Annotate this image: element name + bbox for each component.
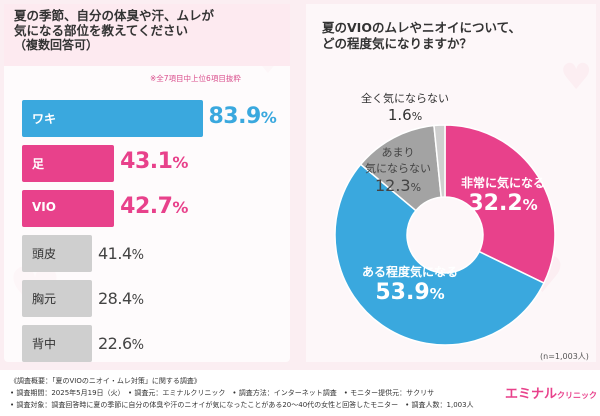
donut-value-label: 1.6%	[330, 106, 480, 124]
donut-category-label: ある程度気になる	[361, 265, 458, 279]
donut-slice	[444, 124, 556, 285]
donut-category-label: あまり	[381, 146, 415, 159]
brand-suffix: クリニック	[557, 391, 598, 400]
right-question: 夏のVIOのムレやニオイについて、 どの程度気になりますか？	[322, 20, 592, 52]
bar-category-label: 胸元	[32, 292, 57, 306]
bar	[22, 100, 203, 137]
bar-value-number: 83.9	[208, 104, 262, 129]
bar-row: ワキ 83.9%	[22, 100, 292, 137]
donut-category-label: 非常に気になる	[460, 176, 545, 190]
bar-category-label: 頭皮	[32, 247, 57, 261]
bar-row: 胸元 28.4%	[22, 280, 292, 317]
bar-value-number: 28.4	[98, 289, 132, 308]
bar-row: VIO 42.7%	[22, 190, 292, 227]
bar-value-unit: %	[172, 198, 188, 217]
right-question-line1: 夏のVIOのムレやニオイについて、	[322, 20, 521, 35]
left-header-band	[4, 4, 290, 66]
donut-value-number: 1.6	[387, 106, 412, 124]
bar-value-number: 22.6	[98, 334, 132, 353]
bar-value-label: 41.4%	[98, 244, 144, 263]
footer	[0, 370, 600, 416]
donut-value-number: 32.2	[468, 191, 523, 216]
donut-slice	[433, 124, 446, 199]
donut-label: 全く気にならない 1.6%	[330, 90, 480, 124]
brand-name: エミナル	[505, 387, 558, 402]
donut-value-unit: %	[522, 196, 538, 214]
bar-value-label: 43.1%	[120, 149, 188, 174]
donut-value-unit: %	[411, 110, 423, 123]
bar-value-unit: %	[131, 248, 144, 263]
donut-slice	[334, 163, 545, 346]
bar-value-label: 83.9%	[209, 104, 277, 129]
donut-category-label: 全く気にならない	[361, 92, 449, 105]
donut-value-number: 53.9	[375, 280, 430, 305]
bar-row: 背中 22.6%	[22, 325, 292, 362]
bar	[22, 325, 92, 362]
footer-line2: • 調査期間：2025年5月19日（火） • 調査元：エミナルクリニック • 調…	[10, 389, 435, 397]
bar	[22, 190, 115, 227]
bar-value-label: 22.6%	[98, 334, 144, 353]
brand-logo: エミナルクリニック	[505, 383, 597, 402]
donut-value-unit: %	[429, 285, 445, 303]
right-question-line2: どの程度気になりますか？	[322, 36, 473, 51]
bar-category-label: 足	[32, 157, 45, 171]
left-question-line1: 夏の季節、自分の体臭や汗、ムレが	[14, 8, 215, 23]
bar-value-unit: %	[131, 338, 144, 353]
donut-value-number: 12.3	[374, 176, 411, 195]
bar-value-number: 43.1	[120, 149, 173, 174]
bar	[22, 280, 92, 317]
donut-value-label: 32.2%	[448, 191, 558, 216]
bar-row: 足 43.1%	[22, 145, 292, 182]
bar	[22, 235, 92, 272]
donut-value-label: 12.3%	[346, 176, 450, 195]
bar-value-label: 28.4%	[98, 289, 144, 308]
donut-label: あまり気にならない 12.3%	[346, 144, 450, 195]
sample-size-note: (n=1,003人)	[540, 352, 589, 361]
bar-value-number: 41.4	[98, 244, 132, 263]
bar-value-unit: %	[172, 153, 188, 172]
bar-value-label: 42.7%	[120, 194, 188, 219]
donut-chart	[334, 124, 556, 346]
donut-value-unit: %	[410, 181, 422, 194]
left-question-line2: 気になる部位を教えてください	[14, 23, 189, 38]
bar-value-unit: %	[260, 108, 277, 127]
bar-value-unit: %	[131, 293, 144, 308]
left-note: ※全7項目中上位6項目抜粋	[150, 74, 241, 83]
donut-value-label: 53.9%	[340, 280, 480, 305]
donut-label: ある程度気になる 53.9%	[340, 263, 480, 305]
left-question: 夏の季節、自分の体臭や汗、ムレが 気になる部位を教えてください （複数回答可）	[14, 8, 286, 53]
footer-line1: 《調査概要：「夏のVIOのニオイ・ムレ対策」に関する調査》	[10, 377, 201, 385]
donut-category-label: 気にならない	[365, 162, 431, 175]
bar-value-number: 42.7	[120, 194, 173, 219]
bar-category-label: VIO	[32, 200, 56, 214]
bar-category-label: 背中	[32, 337, 57, 351]
bar-row: 頭皮 41.4%	[22, 235, 292, 272]
footer-line3: • 調査対象：調査回答時に夏の季節に自分の体臭や汗のニオイが気になったことがある…	[10, 401, 474, 409]
donut-label: 非常に気になる 32.2%	[448, 174, 558, 216]
bar	[22, 145, 115, 182]
bar-category-label: ワキ	[32, 112, 57, 126]
left-question-line3: （複数回答可）	[14, 38, 99, 52]
